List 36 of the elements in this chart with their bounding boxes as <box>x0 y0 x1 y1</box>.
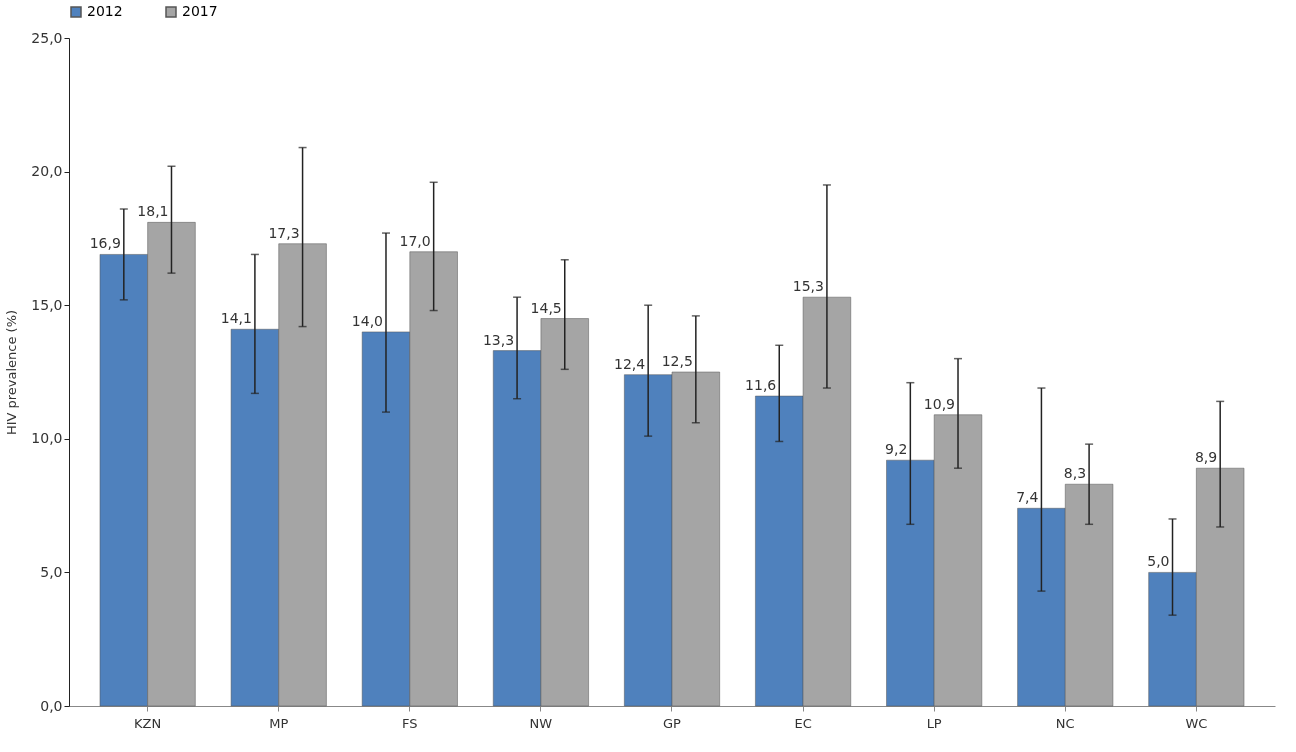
data-label: 5,0 <box>1147 553 1170 570</box>
x-tick-label: KZN <box>134 715 162 731</box>
data-label: 12,4 <box>613 355 646 372</box>
y-tick-label: 20,0 <box>31 163 63 180</box>
data-label: 11,6 <box>745 377 777 394</box>
y-tick-label: 0,0 <box>40 697 63 714</box>
data-label: 12,5 <box>661 353 693 369</box>
x-tick-label: LP <box>926 715 942 731</box>
data-label: 8,9 <box>1194 449 1218 466</box>
data-label: 16,9 <box>89 235 121 252</box>
y-tick-label: 25,0 <box>31 29 63 46</box>
data-label: 17,3 <box>268 224 300 241</box>
data-label: 14,5 <box>530 299 562 316</box>
x-tick-label: NC <box>1055 715 1075 731</box>
x-tick-label: WC <box>1185 715 1208 731</box>
data-label: 18,1 <box>137 203 169 220</box>
legend-label: 2017 <box>182 3 218 19</box>
y-axis-title: HIV prevalence (%) <box>4 309 20 436</box>
x-tick-label: FS <box>402 715 418 731</box>
legend-label: 2012 <box>87 3 123 19</box>
data-label: 13,3 <box>482 331 515 348</box>
data-label: 17,0 <box>399 232 431 249</box>
data-label: 14,0 <box>351 312 383 329</box>
x-tick-label: EC <box>794 715 812 731</box>
data-label: 7,4 <box>1016 489 1039 506</box>
x-tick-label: NW <box>529 715 553 731</box>
y-tick-label: 10,0 <box>31 430 63 447</box>
data-label: 10,9 <box>923 395 956 412</box>
y-tick-label: 15,0 <box>31 296 63 313</box>
y-tick-label: 5,0 <box>40 563 63 580</box>
x-tick-label: MP <box>269 715 289 731</box>
data-label: 15,3 <box>792 278 824 295</box>
data-label: 8,3 <box>1063 465 1087 482</box>
data-label: 9,2 <box>885 441 908 458</box>
data-label: 14,1 <box>220 310 252 327</box>
x-tick-label: GP <box>663 715 682 731</box>
